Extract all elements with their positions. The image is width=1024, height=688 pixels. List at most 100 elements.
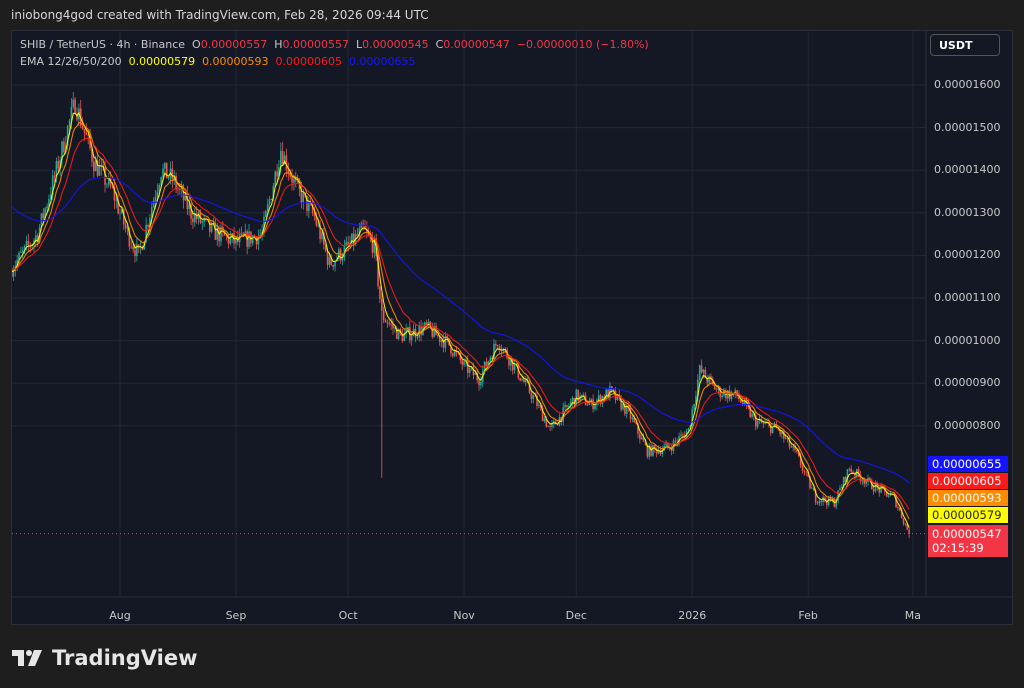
candle-body [324, 244, 327, 251]
candle-body [134, 249, 136, 257]
candle-body [156, 191, 159, 197]
candle-body [614, 391, 617, 400]
candle-body [571, 397, 574, 403]
candle-body [639, 433, 641, 440]
candle-body [61, 141, 63, 161]
candle-body [511, 359, 514, 371]
candle-body [517, 364, 520, 379]
candle-body [136, 244, 138, 257]
currency-button[interactable]: USDT [930, 34, 1000, 56]
candle-body [332, 264, 334, 267]
candle-body [386, 322, 389, 324]
candle-body [670, 448, 673, 451]
high-value: 0.00000557 [282, 38, 349, 51]
candle-body [431, 328, 434, 337]
candle-body [822, 497, 824, 503]
candle-body [510, 359, 512, 366]
candle-body [904, 523, 907, 525]
candle-body [756, 420, 759, 427]
chart-panel[interactable]: SHIB / TetherUS · 4h · Binance O0.000005… [11, 30, 1013, 625]
candle-body [478, 380, 480, 386]
symbol-label[interactable]: SHIB / TetherUS · 4h · Binance [20, 38, 186, 51]
candle-body [291, 176, 293, 183]
candle-body [569, 402, 572, 407]
candle-body [872, 489, 875, 492]
time-tick: Feb [798, 609, 818, 622]
candle-body [779, 429, 781, 435]
candle-body [382, 310, 385, 321]
candle-body [803, 470, 806, 472]
candle-body [674, 440, 677, 442]
candle-body [27, 241, 30, 245]
price-chart[interactable] [12, 31, 1012, 624]
candle-body [23, 245, 26, 251]
candle-body [702, 369, 705, 373]
candle-body [397, 329, 400, 339]
time-tick: 2026 [678, 609, 707, 622]
candle-body [846, 469, 849, 482]
candle-body [461, 360, 464, 365]
candle-body [487, 361, 490, 366]
candle-body [564, 405, 566, 408]
candle-body [182, 188, 185, 201]
candle-body [738, 395, 740, 400]
candle-body [480, 381, 482, 386]
candle-body [165, 162, 168, 179]
close-label: C [435, 38, 444, 51]
time-tick: Ma [904, 609, 921, 622]
price-tick: 0.00001600 [934, 78, 1001, 91]
candle-body [794, 446, 796, 450]
candle-body [826, 501, 828, 505]
candle-body [693, 404, 695, 410]
candle-body [420, 326, 422, 335]
candle-body [710, 376, 712, 380]
candle-body [276, 171, 278, 177]
candle-body [119, 212, 121, 214]
price-tick: 0.00001300 [934, 205, 1001, 219]
candle-body [472, 367, 475, 375]
candle-body [467, 361, 469, 373]
candle-body [612, 389, 615, 392]
candle-body [152, 200, 155, 208]
candle-body [500, 350, 503, 352]
candle-body [287, 170, 290, 174]
candle-body [173, 175, 176, 181]
candle-body [655, 448, 658, 454]
candle-body [124, 224, 127, 229]
candle-body [321, 232, 323, 240]
candle-body [266, 204, 269, 212]
high-label: H [274, 38, 283, 51]
candle-body [611, 386, 613, 390]
candle-body [816, 502, 819, 504]
candle-body [25, 241, 28, 246]
candle-body [568, 406, 570, 407]
candle-body [624, 403, 626, 414]
candle-body [543, 418, 546, 422]
candle-body [352, 233, 355, 245]
candle-body [194, 213, 196, 223]
candle-body [283, 155, 286, 165]
candle-body [220, 226, 222, 242]
candle-body [513, 364, 516, 371]
candle-body [861, 480, 864, 482]
tradingview-logo[interactable]: TradingView [12, 646, 197, 670]
candle-body [781, 431, 783, 435]
candle-body [560, 416, 563, 422]
candle-body [186, 193, 189, 210]
candle-body [453, 350, 456, 356]
candle-body [575, 389, 578, 405]
candle-body [427, 321, 430, 325]
candle-body [395, 327, 398, 339]
candle-body [704, 369, 707, 379]
candle-body [532, 395, 535, 399]
ema-label[interactable]: EMA 12/26/50/200 [20, 55, 122, 68]
chart-caption: iniobong4god created with TradingView.co… [11, 8, 429, 22]
time-tick: Nov [453, 609, 475, 622]
candle-body [829, 496, 832, 501]
candle-body [566, 405, 568, 407]
candle-body [680, 434, 682, 437]
candle-body [293, 178, 295, 183]
candle-body [906, 523, 909, 530]
candle-body [842, 477, 845, 488]
candle-body [717, 387, 720, 390]
